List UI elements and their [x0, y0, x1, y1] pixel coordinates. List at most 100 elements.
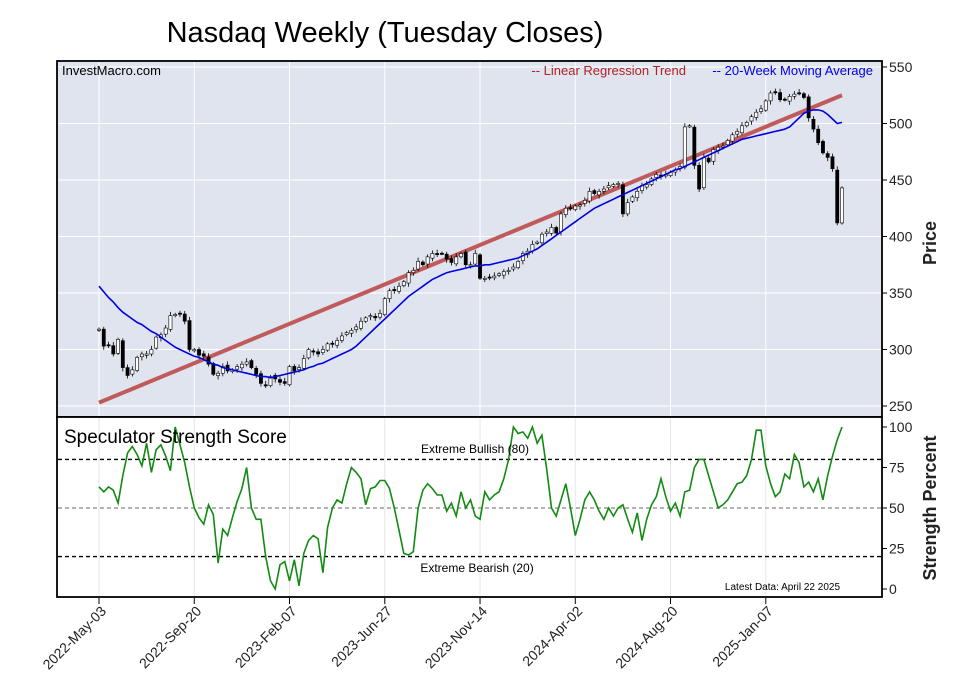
price-tick-label: 300: [889, 342, 913, 358]
candlestick: [825, 151, 830, 162]
candlestick: [806, 94, 811, 122]
candlestick: [397, 282, 401, 294]
candlestick: [454, 253, 459, 267]
candlestick: [163, 324, 168, 338]
candlestick: [382, 296, 387, 317]
candlestick: [244, 358, 249, 367]
candlestick: [406, 270, 411, 287]
strength-tick-label: 50: [889, 500, 905, 516]
candlestick: [616, 181, 621, 188]
price-tick-label: 550: [889, 59, 913, 75]
candlestick: [373, 313, 378, 321]
candlestick: [487, 273, 492, 281]
candlestick: [773, 88, 778, 95]
candlestick: [154, 335, 159, 350]
candlestick: [778, 88, 782, 103]
price-axis: 250 300 350 400 450 500 550: [882, 59, 913, 414]
candlestick: [287, 364, 292, 387]
candlestick: [830, 153, 835, 172]
candlestick: [363, 316, 368, 323]
latest-data-label: Latest Data: April 22 2025: [725, 582, 841, 593]
candlestick: [701, 153, 706, 191]
candlestick: [821, 139, 825, 155]
candlestick: [97, 327, 101, 332]
price-panel: [56, 60, 883, 418]
candlestick: [120, 338, 125, 372]
candlestick: [630, 195, 635, 203]
candlestick: [744, 120, 749, 128]
candlestick: [316, 348, 320, 358]
candlestick: [192, 347, 197, 353]
candlestick: [544, 228, 549, 237]
candlestick: [621, 181, 625, 217]
x-tick-label: 2022-May-03: [39, 603, 109, 673]
candlestick: [144, 350, 149, 359]
candlestick: [644, 180, 649, 190]
candlestick: [492, 272, 497, 281]
candlestick: [435, 249, 440, 257]
candlestick: [578, 202, 582, 210]
candlestick: [587, 187, 592, 204]
candlestick: [282, 377, 287, 386]
candlestick: [811, 116, 816, 133]
candlestick: [801, 91, 806, 100]
price-tick-label: 250: [889, 398, 913, 414]
strength-tick-label: 75: [889, 460, 905, 476]
x-tick-label: 2023-Feb-07: [232, 603, 300, 671]
candlestick: [749, 114, 754, 125]
candlestick: [763, 99, 768, 112]
candlestick: [740, 122, 744, 136]
candlestick: [149, 345, 154, 357]
candlestick: [320, 345, 325, 356]
candlestick: [263, 381, 268, 389]
candlestick: [359, 317, 363, 331]
candlestick: [730, 132, 735, 145]
candlestick: [759, 105, 763, 114]
candlestick: [135, 355, 140, 373]
price-tick-label: 400: [889, 229, 913, 245]
candlestick: [411, 267, 416, 276]
candlestick: [682, 123, 687, 170]
candlestick: [239, 361, 244, 371]
candlestick: [597, 188, 601, 199]
candlestick: [340, 332, 344, 343]
x-gridlines-upper: [98, 62, 767, 416]
candlestick: [635, 188, 640, 202]
candlestick: [782, 97, 787, 102]
candlestick: [611, 182, 616, 189]
candlestick: [335, 337, 340, 349]
candlestick: [139, 351, 144, 361]
candlestick: [292, 364, 297, 375]
candlestick: [220, 363, 225, 377]
candlestick: [459, 251, 463, 259]
candlestick: [425, 254, 430, 268]
candlestick: [130, 366, 135, 377]
candlestick: [125, 364, 130, 379]
candlestick: [554, 225, 559, 235]
candlestick: [344, 330, 349, 337]
x-gridlines-lower: [98, 418, 767, 596]
candlestick: [420, 260, 425, 267]
candlestick: [816, 125, 821, 146]
extreme-bearish-label: Extreme Bearish (20): [420, 561, 533, 575]
candlestick: [216, 370, 220, 380]
candlestick: [706, 156, 711, 164]
strength-line: [98, 424, 843, 592]
candlestick: [787, 94, 792, 105]
candlestick: [473, 249, 478, 267]
price-tick-label: 500: [889, 116, 913, 132]
candlestick: [835, 166, 840, 226]
watermark: InvestMacro.com: [62, 63, 161, 78]
legend-trend: -- Linear Regression Trend: [531, 63, 686, 78]
candlestick: [349, 327, 354, 337]
chart-title: Nasdaq Weekly (Tuesday Closes): [167, 17, 604, 49]
candlestick: [711, 147, 716, 165]
candlestick: [463, 249, 468, 269]
candlestick: [301, 354, 306, 371]
candlestick: [387, 288, 392, 303]
candlestick: [592, 188, 597, 196]
x-axis: 2022-May-03 2022-Sep-20 2023-Feb-07 2023-Ju…: [39, 598, 776, 672]
legend-ma: -- 20-Week Moving Average: [712, 63, 873, 78]
x-tick-label: 2024-Aug-20: [612, 603, 681, 672]
